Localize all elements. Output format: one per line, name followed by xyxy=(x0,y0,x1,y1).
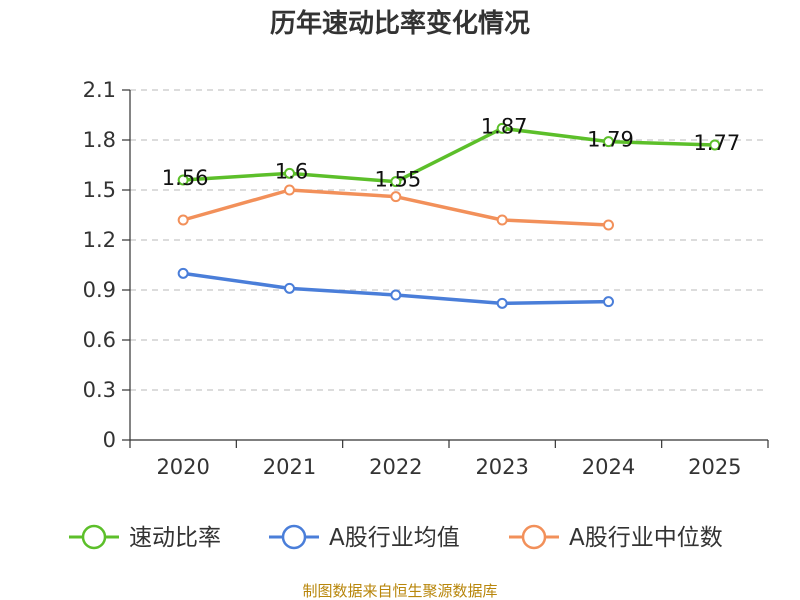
legend[interactable]: 速动比率 A股行业均值 A股行业中位数 xyxy=(69,524,723,551)
y-tick-label: 0.9 xyxy=(83,278,116,302)
data-point xyxy=(603,136,614,148)
y-tick-label: 0.6 xyxy=(83,328,116,352)
data-point xyxy=(177,214,189,226)
y-tick-label: 1.8 xyxy=(83,128,116,152)
y-tick-label: 2.1 xyxy=(83,78,116,102)
data-label: 1.87 xyxy=(481,114,528,138)
legend-item[interactable]: A股行业均值 xyxy=(269,524,460,551)
legend-label: 速动比率 xyxy=(129,525,221,551)
y-tick-label: 1.5 xyxy=(83,178,116,202)
x-tick-label: 2023 xyxy=(475,455,528,479)
data-point xyxy=(709,139,721,151)
data-label: 1.6 xyxy=(275,159,308,183)
source-note: 制图数据来自恒生聚源数据库 xyxy=(302,582,497,600)
data-label: 1.77 xyxy=(693,131,740,155)
y-tick-label: 0.3 xyxy=(83,378,116,402)
y-tick-label: 1.2 xyxy=(83,228,116,252)
x-axis-ticks: 2020 2021 2022 2023 2024 2025 xyxy=(156,455,741,479)
x-tick-label: 2025 xyxy=(688,455,741,479)
legend-label: A股行业中位数 xyxy=(569,525,723,551)
x-tick-label: 2024 xyxy=(582,455,635,479)
data-point xyxy=(496,122,508,134)
data-point xyxy=(390,191,402,203)
chart-title: 历年速动比率变化情况 xyxy=(270,8,530,39)
data-point xyxy=(390,289,402,301)
legend-item[interactable]: A股行业中位数 xyxy=(509,524,723,551)
data-point xyxy=(603,219,614,231)
data-label: 1.55 xyxy=(374,168,421,192)
data-label: 1.56 xyxy=(162,166,209,190)
series-group xyxy=(177,122,721,309)
data-point xyxy=(390,176,402,188)
x-tick-label: 2020 xyxy=(156,455,209,479)
data-point xyxy=(603,296,614,308)
data-point xyxy=(177,267,189,279)
grid-lines xyxy=(130,89,768,391)
data-labels: 1.56 1.6 1.55 1.87 1.79 1.77 xyxy=(162,114,740,191)
data-label: 1.79 xyxy=(587,128,634,152)
data-point xyxy=(284,167,295,179)
data-point xyxy=(284,184,295,196)
y-tick-label: 0 xyxy=(103,428,116,452)
data-point xyxy=(496,297,508,309)
series-line xyxy=(181,126,717,184)
data-point xyxy=(284,282,295,294)
axes xyxy=(122,89,769,448)
x-tick-label: 2021 xyxy=(263,455,316,479)
legend-label: A股行业均值 xyxy=(329,525,460,551)
data-point xyxy=(177,174,189,186)
y-axis-ticks: 0 0.3 0.6 0.9 1.2 1.5 1.8 2.1 xyxy=(83,78,116,452)
legend-item[interactable]: 速动比率 xyxy=(69,524,221,551)
data-point xyxy=(496,214,508,226)
legend-swatch-marker xyxy=(281,524,307,550)
legend-swatch-marker xyxy=(521,524,547,550)
x-tick-label: 2022 xyxy=(369,455,422,479)
legend-swatch-marker xyxy=(81,524,107,550)
